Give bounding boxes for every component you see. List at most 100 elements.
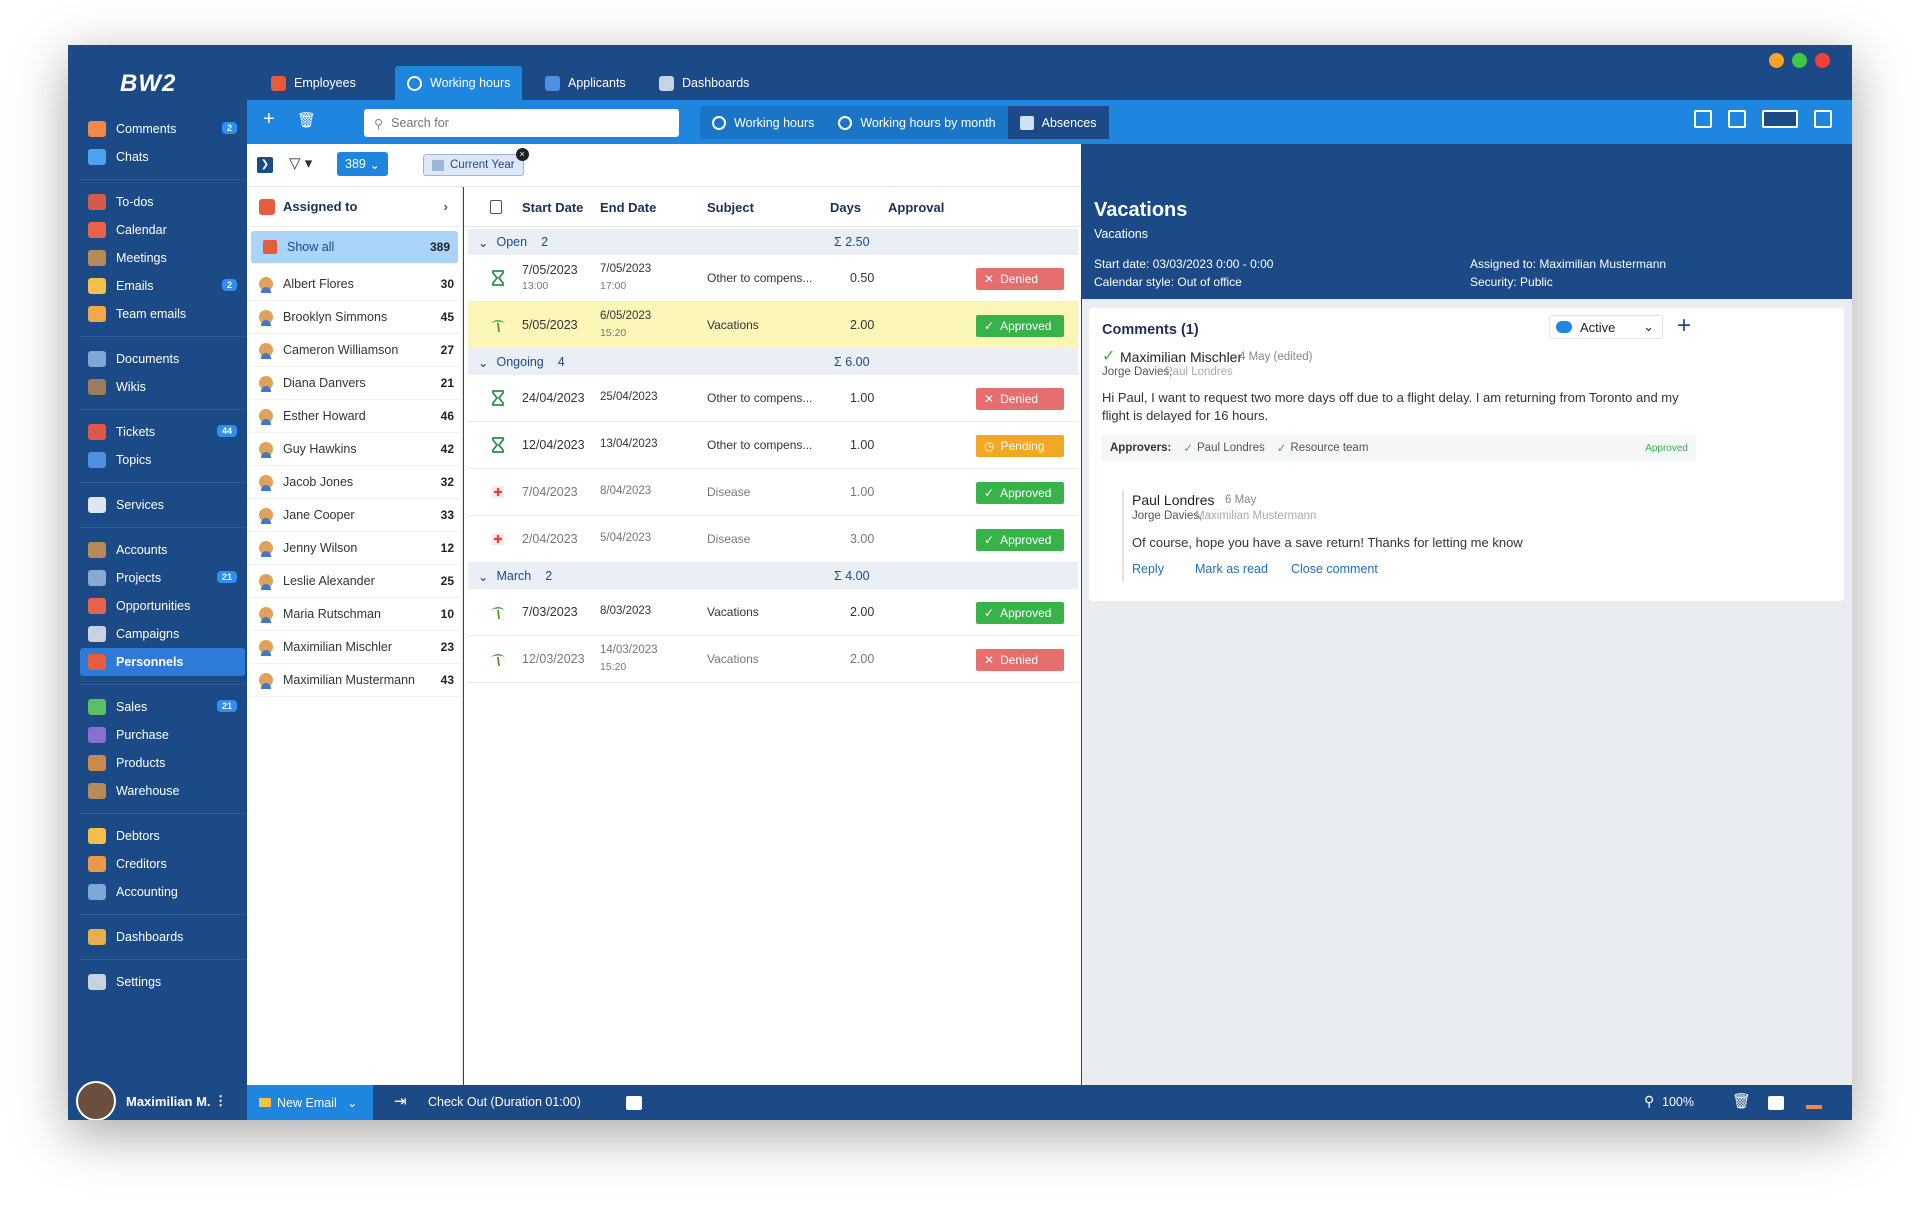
table-row[interactable]: 7/03/2023 8/03/2023 Vacations 2.00 ✓ Approved bbox=[468, 589, 1078, 636]
filter-icon[interactable]: ▽ ▾ bbox=[289, 155, 313, 172]
list-item[interactable]: Jacob Jones 32 bbox=[247, 466, 462, 499]
table-row[interactable]: 12/04/2023 13/04/2023 Other to compens... 1… bbox=[468, 422, 1078, 469]
layout-select-icon[interactable] bbox=[1762, 110, 1798, 128]
chevron-right-icon[interactable]: › bbox=[443, 199, 448, 214]
close-button[interactable] bbox=[1815, 53, 1830, 68]
list-item[interactable]: Maria Rutschman 10 bbox=[247, 598, 462, 631]
start-time: 13:00 bbox=[522, 280, 549, 292]
close-comment-link[interactable]: Close comment bbox=[1291, 562, 1378, 576]
sidebar-item-meetings[interactable]: Meetings bbox=[80, 244, 245, 272]
sidebar-item-comments[interactable]: Comments 2 bbox=[80, 115, 245, 143]
sidebar-item-documents[interactable]: Documents bbox=[80, 345, 245, 373]
sidebar-item-label: Campaigns bbox=[116, 627, 180, 641]
list-item[interactable]: Esther Howard 46 bbox=[247, 400, 462, 433]
sidebar-item-products[interactable]: Products bbox=[80, 749, 245, 777]
tab-applicants[interactable]: Applicants bbox=[533, 66, 638, 100]
table-row[interactable]: 7/04/2023 8/04/2023 Disease 1.00 ✓ Approved bbox=[468, 469, 1078, 516]
sidebar-item-campaigns[interactable]: Campaigns bbox=[80, 620, 245, 648]
add-icon[interactable]: + bbox=[263, 108, 275, 130]
trash-icon[interactable]: 🗑 bbox=[1732, 1093, 1752, 1110]
list-item[interactable]: Maximilian Mischler 23 bbox=[247, 631, 462, 664]
tab-employees[interactable]: Employees bbox=[259, 66, 368, 100]
list-item[interactable]: Guy Hawkins 42 bbox=[247, 433, 462, 466]
sidebar-item-sales[interactable]: Sales 21 bbox=[80, 693, 245, 721]
tab-dashboards[interactable]: Dashboards bbox=[647, 66, 761, 100]
list-item[interactable]: Show all 389 bbox=[251, 231, 458, 264]
new-email-button[interactable]: New Email ⌄ bbox=[247, 1085, 373, 1120]
tab-working-hours[interactable]: Working hours bbox=[395, 66, 523, 100]
sidebar-item-settings[interactable]: Settings bbox=[80, 968, 245, 996]
print-icon[interactable] bbox=[626, 1096, 642, 1110]
sidebar-item-purchase[interactable]: Purchase bbox=[80, 721, 245, 749]
minimize-button[interactable] bbox=[1769, 53, 1784, 68]
zoom-level[interactable]: 100% bbox=[1662, 1095, 1694, 1109]
tiles-view-icon[interactable] bbox=[1728, 110, 1746, 128]
sidebar-item-team-emails[interactable]: Team emails bbox=[80, 300, 245, 328]
user-menu[interactable]: Maximilian M. ⋮ bbox=[76, 1081, 227, 1120]
sidebar-item-emails[interactable]: Emails 2 bbox=[80, 272, 245, 300]
comment-filter-dropdown[interactable]: Active ⌄ bbox=[1549, 315, 1663, 339]
filter-chip-current-year[interactable]: Current Year × bbox=[423, 148, 529, 176]
comment-author[interactable]: Maximilian Mischler bbox=[1120, 349, 1243, 365]
list-item[interactable]: Leslie Alexander 25 bbox=[247, 565, 462, 598]
sidebar-item-chats[interactable]: Chats bbox=[80, 143, 245, 171]
table-row[interactable]: 12/03/2023 14/03/2023 15:20 Vacations 2.00 ✕ D… bbox=[468, 636, 1078, 683]
reply-link[interactable]: Reply bbox=[1132, 562, 1164, 576]
list-item[interactable]: Jane Cooper 33 bbox=[247, 499, 462, 532]
tab-absences[interactable]: Absences bbox=[1007, 106, 1109, 139]
trash-icon[interactable]: 🗑 bbox=[297, 112, 317, 129]
sidebar-item-accounts[interactable]: Accounts bbox=[80, 536, 245, 564]
sidebar-item-dashboards[interactable]: Dashboards bbox=[80, 923, 245, 951]
sidebar-item-opportunities[interactable]: Opportunities bbox=[80, 592, 245, 620]
col-subject[interactable]: Subject bbox=[707, 200, 754, 215]
sidebar-item-warehouse[interactable]: Warehouse bbox=[80, 777, 245, 805]
expand-panel-button[interactable]: ❯ bbox=[257, 157, 273, 173]
reply-author[interactable]: Paul Londres bbox=[1132, 492, 1215, 508]
list-item[interactable]: Jenny Wilson 12 bbox=[247, 532, 462, 565]
person-name: Show all bbox=[287, 240, 335, 254]
assigned-to-header[interactable]: Assigned to › bbox=[247, 187, 462, 227]
sidebar-item-calendar[interactable]: Calendar bbox=[80, 216, 245, 244]
sidebar-item-personnels[interactable]: Personnels bbox=[80, 648, 245, 676]
tab-working-hours-view[interactable]: Working hours bbox=[700, 106, 826, 139]
list-item[interactable]: Maximilian Mustermann 43 bbox=[247, 664, 462, 697]
table-row[interactable]: 24/04/2023 25/04/2023 Other to compens... 1… bbox=[468, 375, 1078, 422]
col-start-date[interactable]: Start Date bbox=[522, 200, 584, 215]
table-row[interactable]: 2/04/2023 5/04/2023 Disease 3.00 ✓ Approved bbox=[468, 516, 1078, 563]
group-header-open[interactable]: ⌄ Open 2 Σ 2.50 bbox=[468, 229, 1078, 255]
grid-view-icon[interactable] bbox=[1694, 110, 1712, 128]
subject: Disease bbox=[707, 532, 751, 546]
list-item[interactable]: Cameron Williamson 27 bbox=[247, 334, 462, 367]
list-item[interactable]: Diana Danvers 21 bbox=[247, 367, 462, 400]
sidebar-item-wikis[interactable]: Wikis bbox=[80, 373, 245, 401]
checkout-button[interactable]: Check Out (Duration 01:00) bbox=[428, 1095, 581, 1109]
list-item[interactable]: Brooklyn Simmons 45 bbox=[247, 301, 462, 334]
sidebar-item-accounting[interactable]: Accounting bbox=[80, 878, 245, 906]
col-days[interactable]: Days bbox=[830, 200, 862, 215]
tab-working-hours-by-month[interactable]: Working hours by month bbox=[826, 106, 1007, 139]
record-count-dropdown[interactable]: 389 ⌄ bbox=[337, 152, 388, 176]
sidebar-item-debtors[interactable]: Debtors bbox=[80, 822, 245, 850]
mark-as-read-link[interactable]: Mark as read bbox=[1195, 562, 1268, 576]
split-view-icon[interactable] bbox=[1814, 110, 1832, 128]
add-comment-icon[interactable]: + bbox=[1677, 312, 1692, 339]
search-input[interactable] bbox=[391, 116, 662, 130]
sidebar-item-tickets[interactable]: Tickets 44 bbox=[80, 418, 245, 446]
col-end-date[interactable]: End Date bbox=[600, 200, 657, 215]
map-icon[interactable] bbox=[1768, 1096, 1784, 1110]
sidebar-item-to-dos[interactable]: To-dos bbox=[80, 188, 245, 216]
sidebar-item-creditors[interactable]: Creditors bbox=[80, 850, 245, 878]
group-header-march[interactable]: ⌄ March 2 Σ 4.00 bbox=[468, 563, 1078, 589]
group-header-ongoing[interactable]: ⌄ Ongoing 4 Σ 6.00 bbox=[468, 349, 1078, 375]
comments-title: Comments (1) bbox=[1102, 322, 1199, 338]
sidebar-item-projects[interactable]: Projects 21 bbox=[80, 564, 245, 592]
list-item[interactable]: Albert Flores 30 bbox=[247, 268, 462, 301]
table-row[interactable]: 5/05/2023 6/05/2023 15:20 Vacations 2.00 ✓ App… bbox=[468, 302, 1078, 349]
maximize-button[interactable] bbox=[1792, 53, 1807, 68]
remove-filter-icon[interactable]: × bbox=[515, 148, 529, 161]
sidebar-item-services[interactable]: Services bbox=[80, 491, 245, 519]
col-approval[interactable]: Approval bbox=[888, 200, 945, 215]
table-row[interactable]: 7/05/2023 13:00 7/05/2023 17:00 Other to com… bbox=[468, 255, 1078, 302]
dashboards-icon bbox=[88, 929, 106, 945]
sidebar-item-topics[interactable]: Topics bbox=[80, 446, 245, 474]
